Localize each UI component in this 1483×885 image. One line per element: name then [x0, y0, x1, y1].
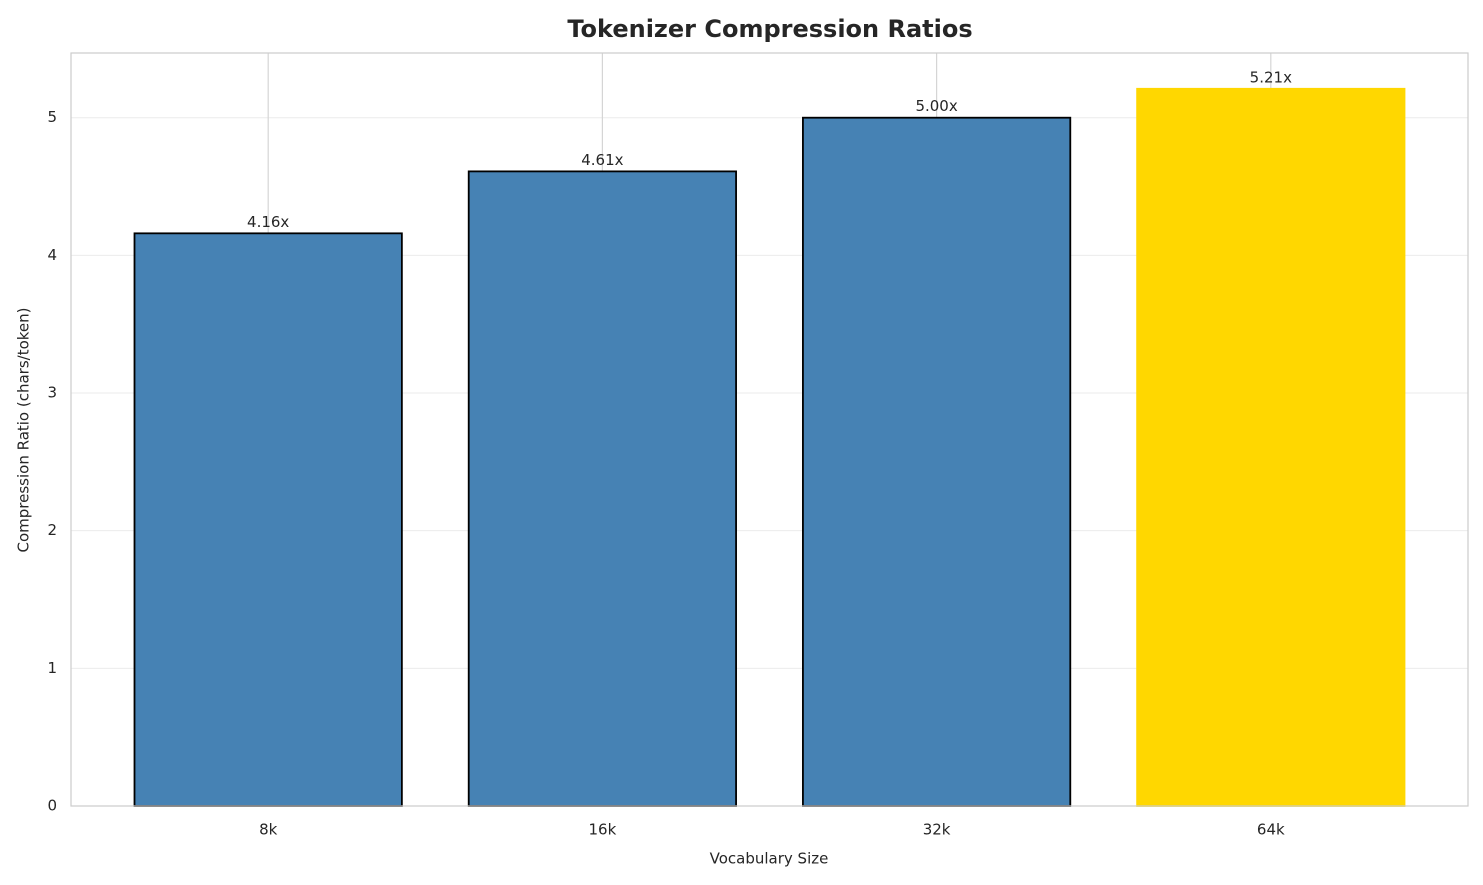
y-tick-label: 3	[47, 384, 57, 402]
plot-frame	[70, 52, 1469, 807]
value-label: 4.61x	[581, 151, 623, 169]
bar	[802, 116, 1072, 807]
x-tick-label: 64k	[1257, 821, 1285, 839]
bar	[467, 170, 737, 807]
y-tick-label: 2	[47, 521, 57, 539]
x-tick-label: 32k	[923, 821, 951, 839]
x-tick-label: 8k	[259, 821, 278, 839]
value-label: 5.00x	[915, 97, 957, 115]
value-label: 4.16x	[247, 213, 289, 231]
chart-title: Tokenizer Compression Ratios	[567, 15, 972, 43]
y-tick-label: 1	[47, 659, 57, 677]
bar	[1136, 87, 1406, 807]
y-tick-label: 5	[47, 108, 57, 126]
label-layer: 0 1 2 3 4 5 8k 4.16x 16k 4.61x 32k 5.00x 64k 5.21x	[47, 68, 1292, 838]
y-tick-label: 4	[47, 246, 57, 264]
value-label: 5.21x	[1250, 68, 1292, 86]
bar	[133, 232, 403, 807]
x-axis-label: Vocabulary Size	[710, 850, 829, 868]
y-axis-label: Compression Ratio (chars/token)	[15, 307, 33, 552]
bar-layer	[133, 87, 1406, 807]
y-tick-label: 0	[47, 797, 57, 815]
x-tick-label: 16k	[589, 821, 617, 839]
